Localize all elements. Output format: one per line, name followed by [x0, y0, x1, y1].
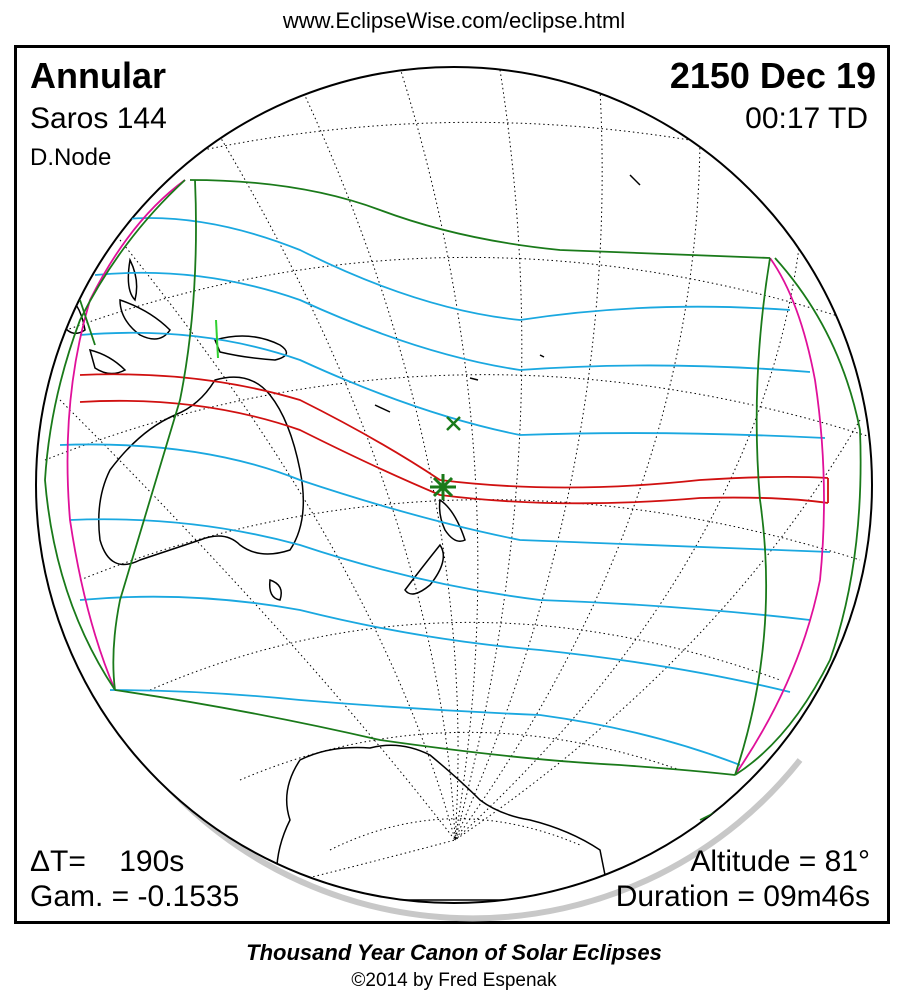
rise-set-curves [66, 179, 825, 776]
eclipse-time: 00:17 TD [745, 102, 868, 135]
eclipse-type: Annular [30, 55, 167, 96]
gamma-value: Gam. = -0.1535 [30, 880, 240, 913]
penumbral-limits [44, 179, 862, 821]
central-path [79, 373, 829, 505]
magnitude-lines [59, 217, 831, 766]
map-frame [14, 45, 890, 924]
saros-number: Saros 144 [30, 102, 167, 135]
lime-segment [215, 319, 219, 359]
node-label: D.Node [30, 144, 112, 171]
altitude-value: Altitude = 81° [690, 845, 870, 878]
footer-title: Thousand Year Canon of Solar Eclipses [246, 940, 662, 965]
globe-outline [35, 66, 873, 904]
header-url: www.EclipseWise.com/eclipse.html [282, 8, 626, 33]
eclipse-date: 2150 Dec 19 [669, 55, 876, 96]
subsolar-point-marker [446, 416, 461, 431]
footer-credit: ©2014 by Fred Espenak [351, 970, 557, 991]
greatest-eclipse-dot [439, 483, 447, 491]
duration-value: Duration = 09m46s [615, 880, 870, 913]
globe-shadow [127, 738, 803, 922]
delta-t: ΔT= 190s [30, 845, 185, 878]
